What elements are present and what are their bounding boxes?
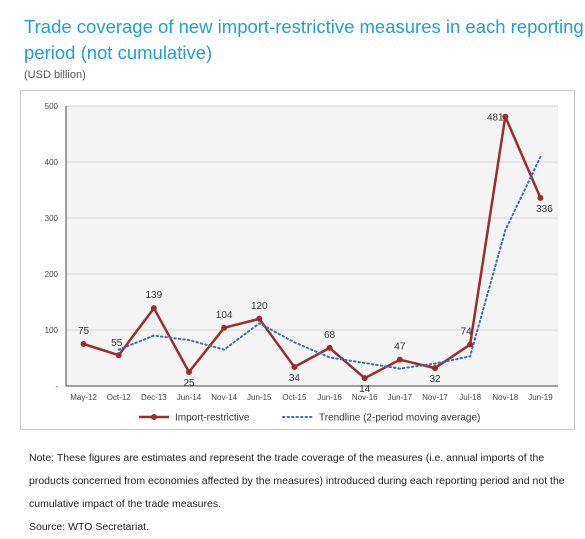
data-label: 55 [111,338,123,349]
data-label: 139 [146,290,163,301]
legend-label-import: Import-restrictive [175,413,250,424]
x-tick-label: Nov-18 [492,393,518,402]
x-tick-label: Jun-17 [388,393,413,402]
x-tick-label: Oct-12 [107,393,132,402]
data-label: 120 [251,301,268,312]
data-label: 74 [461,327,473,338]
source-text: Source: WTO Secretariat. [29,521,150,533]
data-label: 32 [429,374,441,385]
data-label: 14 [359,384,371,395]
x-tick-label: Jun-14 [177,393,202,402]
chart-note: Note: These figures are estimates and re… [29,447,574,539]
data-point [221,324,228,331]
y-tick-label: 500 [45,102,59,111]
units-label: (USD billion) [24,69,86,81]
data-label: 34 [289,373,301,384]
x-tick-label: May-12 [70,393,97,402]
chart-title: Trade coverage of new import-restrictive… [24,16,584,63]
x-tick-label: Jul-18 [459,393,481,402]
x-tick-label: Jun-15 [247,393,272,402]
data-label: 75 [78,326,90,337]
data-label: 47 [394,342,406,353]
x-tick-label: Dec-13 [141,393,167,402]
data-point [115,352,122,359]
x-tick-label: Nov-16 [352,393,378,402]
data-point [502,113,509,120]
data-point [150,305,157,312]
x-tick-label: Oct-15 [282,393,307,402]
data-label: 481 [487,113,504,124]
data-point [256,315,263,322]
data-label: 68 [324,330,336,341]
data-point [396,356,403,363]
data-label: 336 [536,204,553,215]
x-tick-label: Jun-16 [317,393,342,402]
note-text: Note: These figures are estimates and re… [29,452,565,510]
data-point [326,344,333,351]
legend: Import-restrictive Trendline (2-period mo… [139,413,480,424]
y-tick-label: 400 [45,158,59,167]
data-point [291,363,298,370]
line-chart: 500 400 300 200 100 - May-12 Oct-12 Dec-13 Jun-14… [45,102,558,424]
x-tick-label: Nov-17 [422,393,448,402]
data-point [186,369,192,375]
data-label: 104 [216,310,233,321]
import-restrictive-series [83,115,542,380]
x-tick-label: Nov-14 [211,393,237,402]
data-point [537,194,544,201]
data-point [80,341,87,347]
data-label: 25 [183,378,195,389]
legend-marker-import [151,414,157,420]
y-tick-label: - [55,382,58,391]
y-tick-label: 300 [45,214,59,223]
y-tick-label: 200 [45,270,59,279]
legend-label-trend: Trendline (2-period moving average) [319,413,480,424]
plot-area [66,106,558,386]
x-tick-label: Jun-19 [528,393,553,402]
chart-container: 500 400 300 200 100 - May-12 Oct-12 Dec-13 Jun-14… [20,90,575,430]
data-point [361,375,368,382]
data-point [467,341,474,348]
data-point [432,365,438,372]
trendline-series [117,156,542,370]
y-tick-label: 100 [45,326,59,335]
